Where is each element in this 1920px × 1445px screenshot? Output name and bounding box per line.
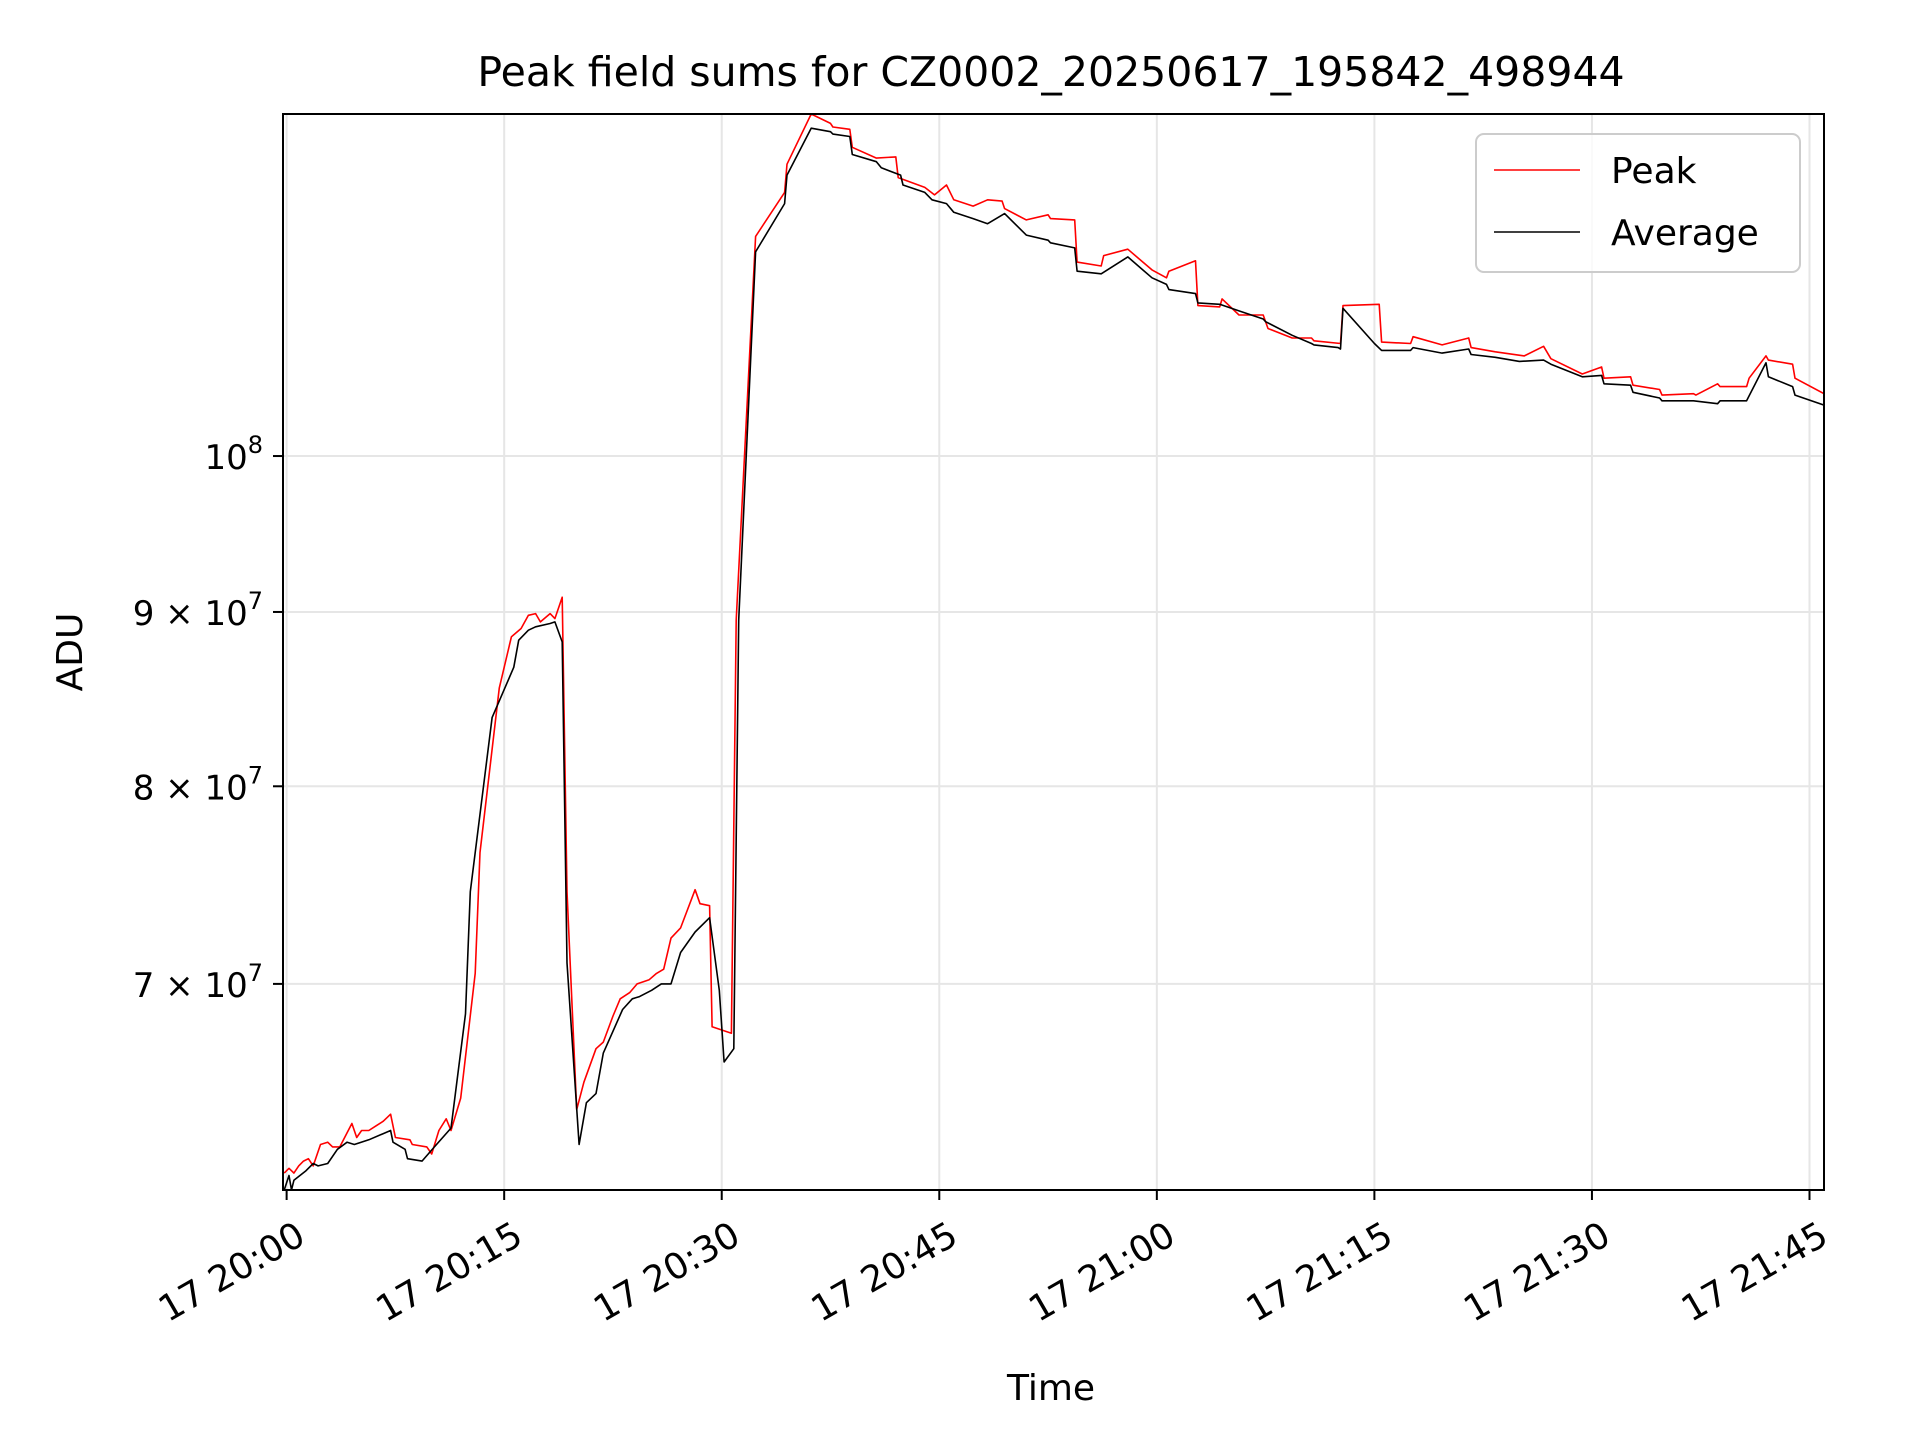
y-axis: 7 × 107 8 × 107 9 × 107 108 <box>133 431 283 1006</box>
series-line-average <box>283 127 1824 1190</box>
legend-box <box>1475 133 1801 273</box>
series-line-peak <box>283 114 1824 1174</box>
y-tick-label: 9 × 107 <box>133 587 263 634</box>
legend-label-average: Average <box>1611 213 1759 254</box>
legend: Peak Average <box>1475 133 1801 273</box>
series-layer <box>283 114 1824 1190</box>
y-tick-label: 108 <box>204 431 263 478</box>
legend-label-peak: Peak <box>1611 151 1697 192</box>
grid-lines <box>283 114 1824 1190</box>
y-axis-label: ADU <box>50 613 91 692</box>
plot-frame <box>282 113 1825 1191</box>
y-tick-label: 8 × 107 <box>133 761 263 808</box>
chart-title: Peak field sums for CZ0002_20250617_1958… <box>477 48 1624 96</box>
y-tick-label: 7 × 107 <box>133 959 263 1006</box>
x-axis-label: Time <box>1006 1368 1095 1409</box>
